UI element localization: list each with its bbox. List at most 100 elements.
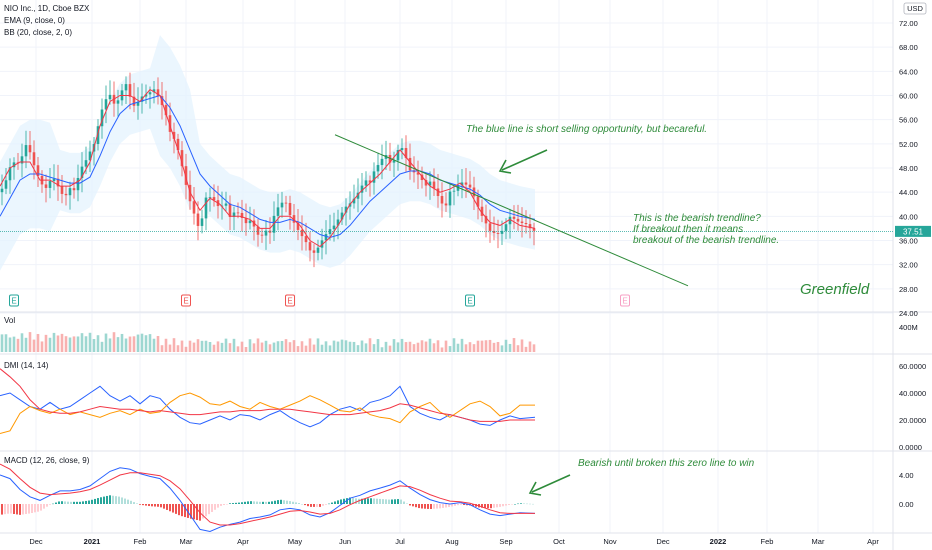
macd-hist-bar — [49, 504, 51, 505]
legend-bb[interactable]: BB (20, close, 2, 0) — [4, 28, 72, 37]
candlestick-series[interactable] — [0, 72, 536, 268]
volume-bar — [112, 332, 116, 352]
earnings-marker-1: E — [181, 294, 191, 307]
note-short-selling[interactable]: The blue line is short selling opportuni… — [466, 124, 707, 135]
price-tick-72.00: 72.00 — [899, 19, 918, 28]
currency-badge[interactable] — [903, 2, 927, 15]
candle-body — [392, 160, 396, 163]
macd-hist-bar — [517, 503, 519, 505]
price-scale[interactable]: 24.00 28.00 32.00 36.00 40.00 44.00 48.00 52.00… — [899, 19, 926, 509]
candle-body — [496, 232, 500, 234]
volume-bar — [100, 341, 104, 352]
macd-hist-bar — [145, 504, 147, 506]
macd-hist-bar — [157, 504, 159, 507]
time-tick-Apr: Apr — [867, 537, 879, 546]
candle-body — [428, 181, 432, 186]
macd-hist-bar — [172, 504, 174, 513]
volume-bar — [132, 336, 136, 352]
volume-bar — [336, 341, 340, 352]
macd-hist-bar — [466, 504, 468, 506]
volume-bar — [260, 342, 264, 352]
macd-hist-bar — [427, 504, 429, 509]
candle-body — [256, 226, 260, 235]
candle-body — [248, 220, 252, 224]
candle-body — [232, 212, 236, 217]
volume-bar — [396, 342, 400, 352]
candle — [492, 216, 496, 241]
volume-bar — [520, 339, 524, 352]
volume-bar — [296, 346, 300, 352]
macd-hist-bar — [46, 504, 48, 507]
candle — [368, 175, 372, 197]
candle — [292, 203, 296, 233]
volume-bar — [508, 343, 512, 352]
macd-hist-bar — [43, 504, 45, 509]
time-tick-Oct: Oct — [553, 537, 566, 546]
macd-pane-title[interactable]: MACD (12, 26, close, 9) — [4, 456, 90, 465]
volume-bar — [324, 341, 328, 352]
time-tick-2021: 2021 — [84, 537, 101, 546]
macd-hist-bar — [397, 499, 399, 504]
candle — [260, 228, 264, 243]
candle-body — [292, 215, 296, 223]
note-trendline-line1[interactable]: This is the bearish trendline? — [633, 213, 761, 224]
macd-hist-bar — [58, 501, 60, 504]
macd-hist-bar — [244, 501, 246, 504]
candle-body — [440, 196, 444, 204]
candle — [200, 209, 204, 234]
candle — [400, 138, 404, 160]
time-scale[interactable]: Dec 2021 Feb Mar Apr May Jun Jul Aug Sep Oct Nov Dec… — [29, 537, 879, 546]
macd-hist-bar — [379, 498, 381, 504]
candle-body — [264, 230, 268, 236]
earnings-badge-box — [465, 294, 475, 307]
price-tick-24.00: 24.00 — [899, 309, 918, 318]
earnings-marker-3: E — [465, 294, 475, 307]
candle — [288, 195, 292, 230]
candle-body — [324, 234, 328, 241]
note-trendline-line3[interactable]: breakout of the bearish trendline. — [633, 235, 779, 246]
bearish-trendline[interactable] — [334, 134, 689, 287]
dmi-pane-title[interactable]: DMI (14, 14) — [4, 361, 49, 370]
candle-body — [80, 166, 84, 178]
price-tick-60.00: 60.00 — [899, 92, 918, 101]
macd-hist-bar — [22, 504, 24, 515]
volume-bar — [168, 344, 172, 352]
candle-body — [528, 224, 532, 229]
macd-hist-bar — [91, 499, 93, 504]
volume-tick: 400M — [899, 323, 918, 332]
volume-bar — [340, 339, 344, 352]
symbol-title[interactable]: NIO Inc., 1D, Cboe BZX — [4, 4, 90, 13]
volume-bar — [64, 336, 68, 352]
note-macd-zero-line[interactable]: Bearish until broken this zero line to w… — [578, 458, 755, 469]
arrow-annotation-1[interactable] — [498, 149, 548, 174]
note-trendline-line2[interactable]: If breakout then it means — [633, 224, 743, 235]
volume-bar — [156, 335, 160, 352]
candle-body — [396, 150, 400, 161]
volume-bar — [420, 340, 424, 352]
macd-hist-bar — [280, 499, 282, 504]
candle-body — [12, 162, 16, 168]
macd-hist-bar — [205, 504, 207, 517]
earnings-marker-2: E — [285, 294, 295, 307]
candle — [296, 208, 300, 241]
candle-body — [88, 151, 92, 161]
macd-hist-bar — [154, 504, 156, 507]
legend-ema[interactable]: EMA (9, close, 0) — [4, 16, 65, 25]
macd-hist-bar — [391, 499, 393, 504]
macd-hist-bar — [88, 500, 90, 504]
macd-hist-bar — [139, 504, 141, 505]
volume-bar — [108, 338, 112, 352]
candle-body — [380, 158, 384, 166]
arrow-annotation-2[interactable] — [528, 474, 571, 496]
candle-body — [240, 212, 244, 218]
macd-hist-bar — [505, 504, 507, 506]
macd-hist-bar — [292, 501, 294, 504]
macd-hist-bar — [178, 504, 180, 516]
volume-pane-title[interactable]: Vol — [4, 316, 15, 325]
macd-hist-bar — [265, 501, 267, 504]
macd-hist-bar — [160, 504, 162, 508]
earnings-marker-0: E — [9, 294, 19, 307]
volume-bar — [300, 341, 304, 352]
